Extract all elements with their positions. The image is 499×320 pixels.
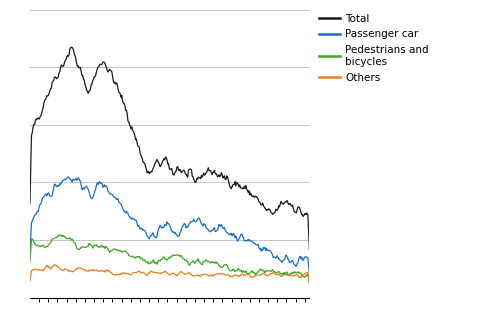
Legend: Total, Passenger car, Pedestrians and
bicycles, Others: Total, Passenger car, Pedestrians and bi… [315,10,433,87]
